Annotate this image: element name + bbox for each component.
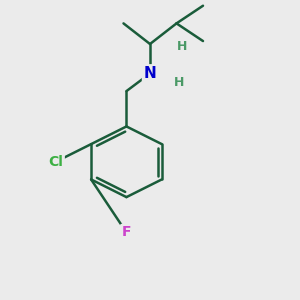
Text: H: H [176, 40, 187, 53]
Text: F: F [122, 225, 131, 239]
Text: Cl: Cl [48, 155, 63, 169]
Text: H: H [174, 76, 184, 89]
Text: N: N [144, 66, 156, 81]
